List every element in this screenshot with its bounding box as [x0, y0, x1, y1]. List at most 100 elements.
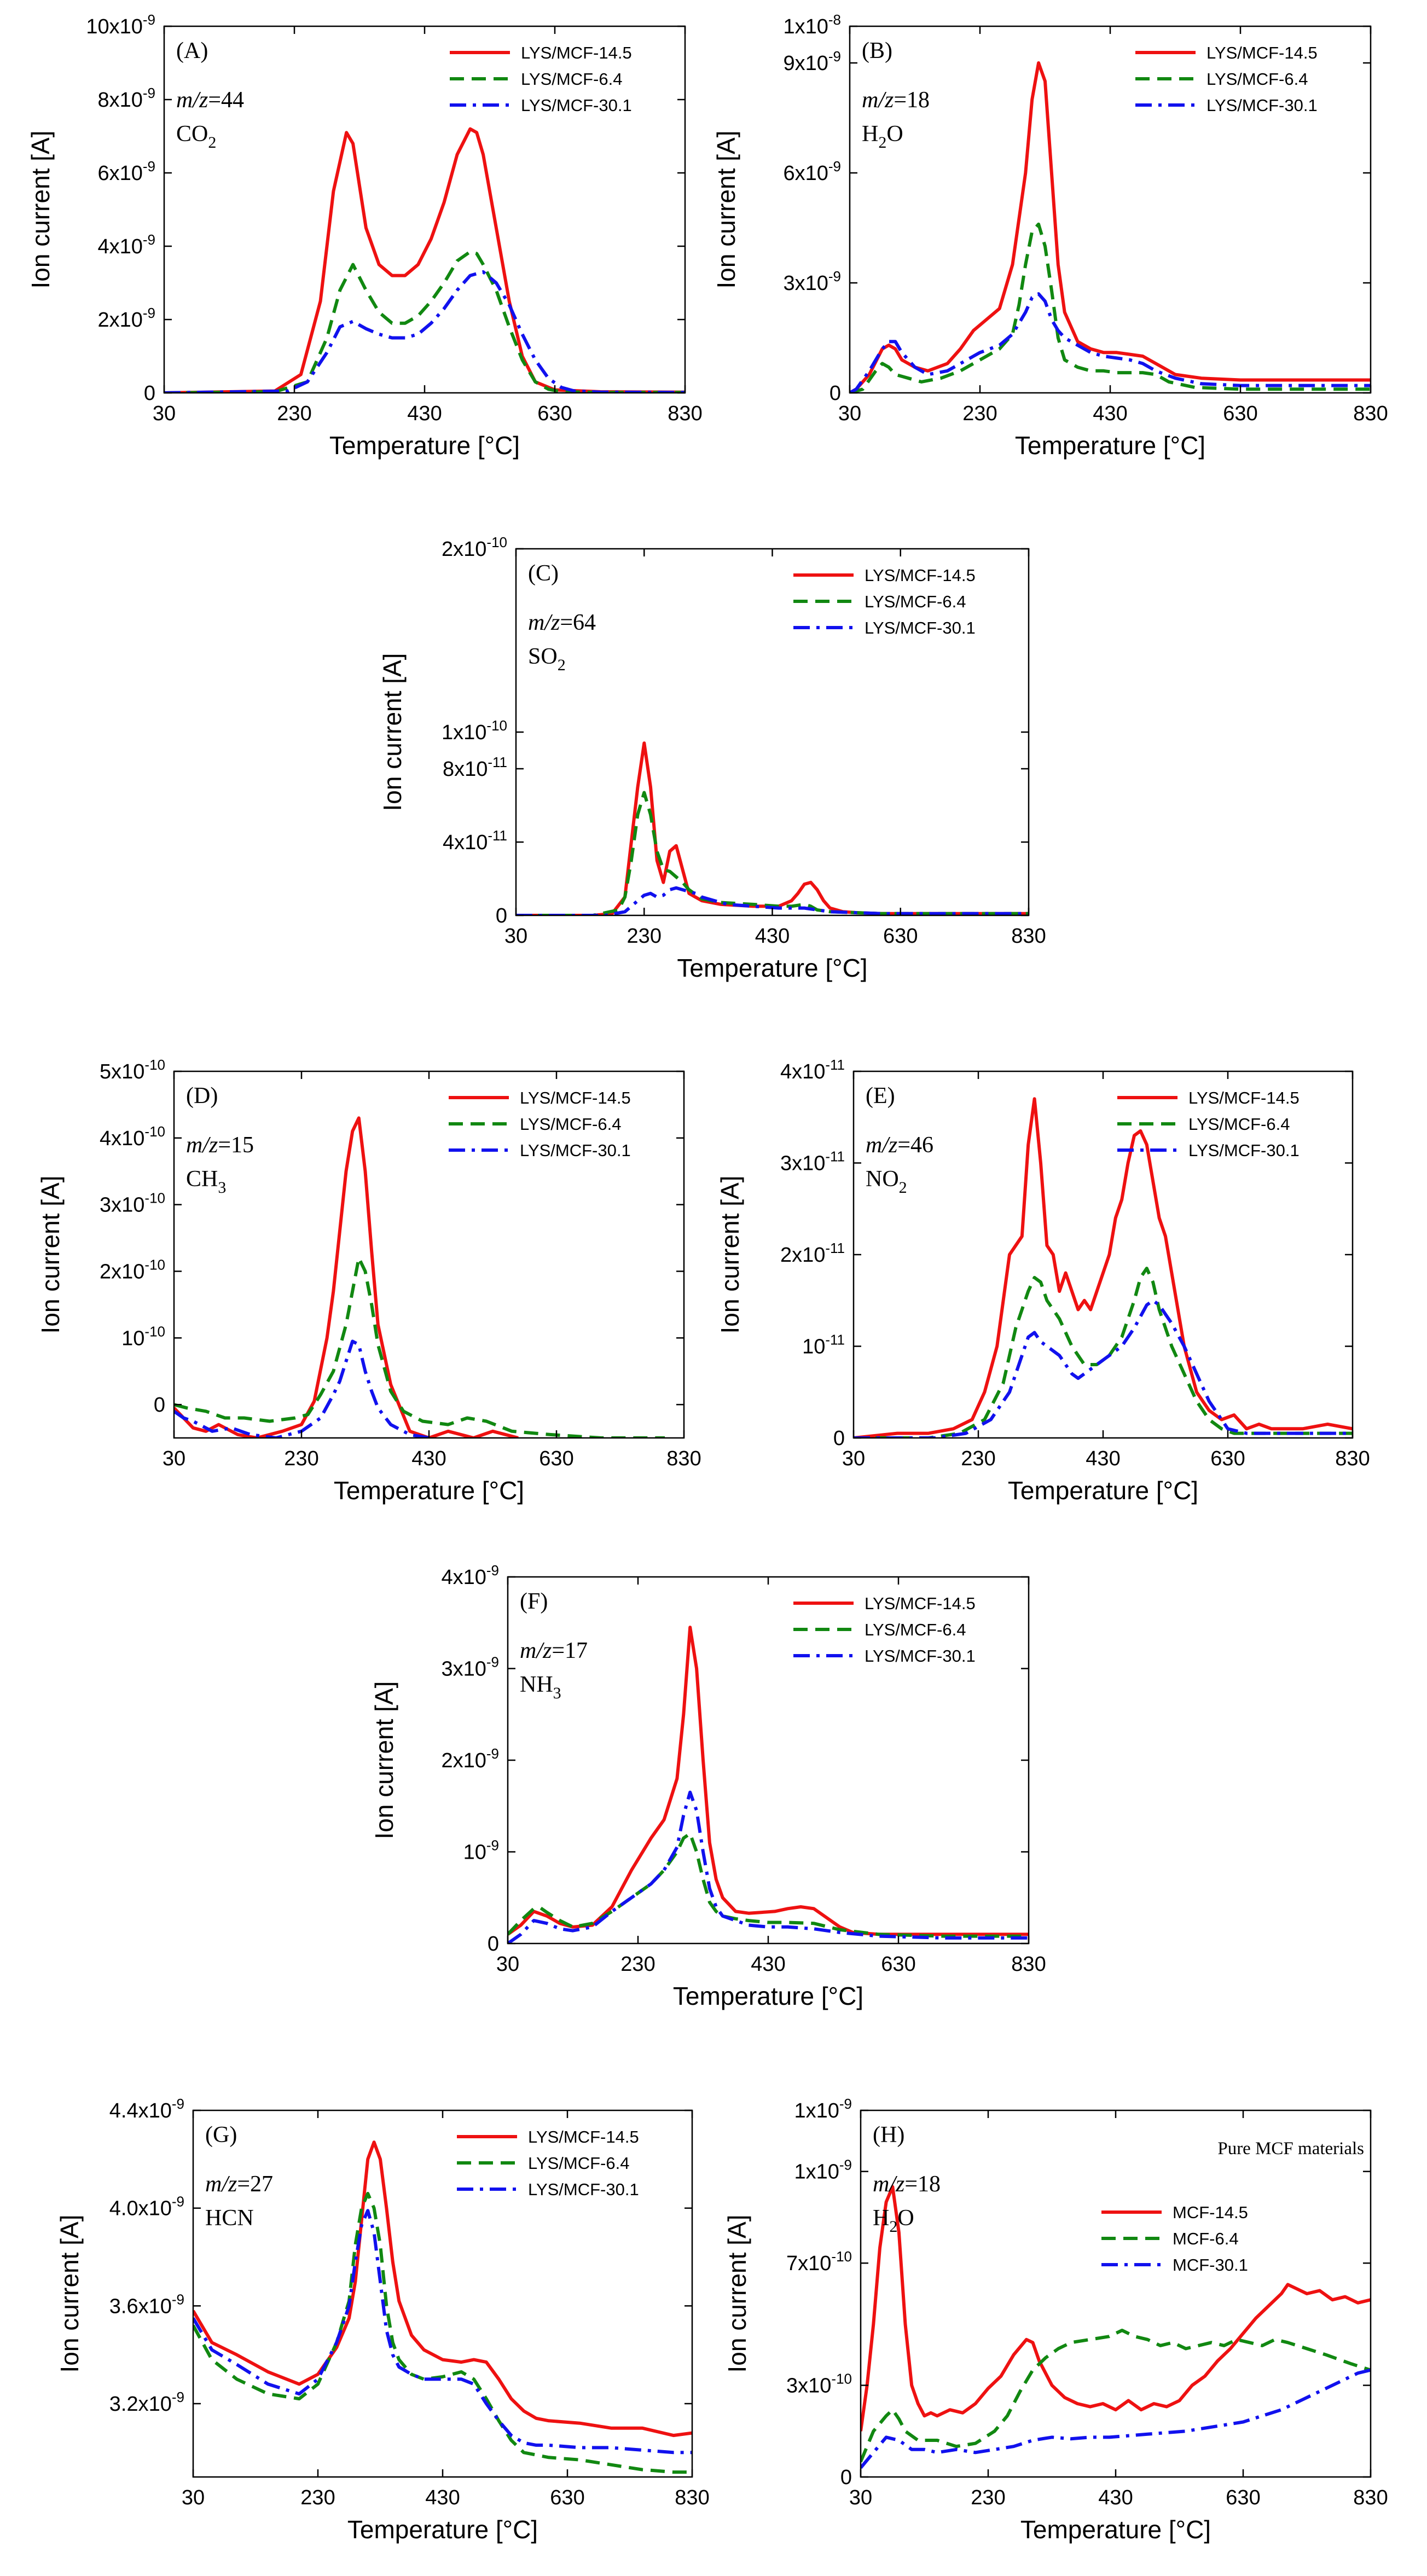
- x-tick-label: 430: [1093, 402, 1127, 425]
- series-group: [174, 1116, 665, 1438]
- series-line-lys-mcf-6-4: [508, 1832, 1029, 1938]
- y-tick-label: 7x10-10: [786, 2248, 852, 2275]
- legend-label: LYS/MCF-14.5: [1206, 43, 1318, 62]
- x-axis-title: Temperature [°C]: [673, 1982, 863, 2010]
- x-tick-label: 630: [1223, 402, 1257, 425]
- panel-label: (D): [186, 1083, 218, 1109]
- x-tick-label: 430: [751, 1953, 785, 1976]
- x-tick-label: 830: [1353, 402, 1388, 425]
- series-line-lys-mcf-30-1: [193, 2209, 692, 2455]
- y-tick-label: 5x10-10: [100, 1057, 165, 1083]
- x-tick-label: 30: [838, 402, 861, 425]
- mz-label: m/z=44: [176, 88, 244, 113]
- y-tick-label: 9x10-9: [783, 48, 841, 75]
- series-group: [164, 127, 685, 393]
- panel-c: 30 230 430 630 830 0 4x10-11 8x10-11 1x10-10 2x10…: [378, 534, 1046, 982]
- panel-label: (C): [528, 561, 559, 586]
- mz-label: m/z=15: [186, 1133, 254, 1158]
- x-tick-label: 430: [411, 1447, 446, 1470]
- panel-label: (A): [176, 38, 208, 63]
- panel-b: 30 230 430 630 830 0 3x10-9 6x10-9 9x10-9 1x10-8 T…: [712, 11, 1388, 460]
- species-label: HCN: [205, 2206, 254, 2231]
- y-tick-label: 2x10-9: [97, 305, 155, 332]
- x-tick-label: 30: [182, 2486, 205, 2509]
- mz-label: m/z=64: [528, 610, 596, 635]
- series-line-lys-mcf-6-4: [174, 1256, 665, 1438]
- legend: LYS/MCF-14.5 LYS/MCF-6.4 LYS/MCF-30.1: [450, 43, 632, 115]
- mz-label: m/z=17: [520, 1638, 588, 1663]
- y-axis-title: Ion current [A]: [378, 653, 407, 811]
- panel-label: (B): [862, 38, 892, 63]
- y-tick-label: 6x10-9: [97, 158, 155, 185]
- y-tick-label: 10-10: [121, 1323, 165, 1350]
- x-tick-label: 230: [962, 402, 997, 425]
- legend-label: LYS/MCF-30.1: [528, 2180, 639, 2199]
- legend-label: LYS/MCF-6.4: [865, 592, 966, 611]
- y-tick-label: 8x10-11: [443, 754, 507, 781]
- x-tick-label: 830: [1011, 925, 1046, 948]
- legend-label: LYS/MCF-14.5: [521, 43, 632, 62]
- y-tick-label: 0: [496, 904, 507, 927]
- x-tick-label: 630: [539, 1447, 573, 1470]
- legend-label: LYS/MCF-30.1: [1206, 96, 1318, 115]
- x-tick-label: 630: [883, 925, 918, 948]
- y-tick-label: 0: [488, 1933, 499, 1956]
- x-tick-label: 30: [496, 1953, 519, 1976]
- species-label: CO2: [176, 121, 216, 152]
- legend: LYS/MCF-14.5 LYS/MCF-6.4 LYS/MCF-30.1: [793, 566, 976, 637]
- y-tick-label: 4.0x10-9: [109, 2194, 184, 2220]
- series-group: [861, 2185, 1371, 2469]
- y-tick-label: 3x10-9: [441, 1654, 499, 1681]
- x-tick-label: 830: [668, 402, 702, 425]
- series-line-lys-mcf-6-4: [516, 791, 1029, 915]
- x-tick-label: 430: [755, 925, 790, 948]
- x-tick-label: 630: [550, 2486, 584, 2509]
- mz-label: m/z=18: [873, 2172, 941, 2197]
- panel-label: (E): [866, 1083, 895, 1109]
- series-line-lys-mcf-14-5: [508, 1626, 1029, 1936]
- legend-label: MCF-6.4: [1173, 2229, 1239, 2248]
- y-tick-label: 2x10-10: [442, 534, 507, 561]
- series-line-lys-mcf-30-1: [174, 1339, 430, 1438]
- x-tick-label: 430: [425, 2486, 460, 2509]
- x-tick-label: 30: [153, 402, 176, 425]
- x-tick-label: 230: [627, 925, 662, 948]
- legend-label: LYS/MCF-6.4: [521, 69, 622, 89]
- y-tick-label: 1x10-9: [794, 2096, 852, 2122]
- y-tick-label: 3.2x10-9: [109, 2389, 184, 2416]
- x-tick-label: 230: [620, 1953, 655, 1976]
- legend: MCF-14.5 MCF-6.4 MCF-30.1: [1101, 2203, 1248, 2275]
- x-axis-title: Temperature [°C]: [1020, 2515, 1211, 2544]
- series-line-lys-mcf-6-4: [164, 250, 685, 393]
- y-axis-title: Ion current [A]: [370, 1681, 398, 1840]
- panel-annotation: Pure MCF materials: [1217, 2139, 1364, 2159]
- y-tick-label: 2x10-10: [100, 1256, 165, 1283]
- x-tick-label: 430: [407, 402, 442, 425]
- x-tick-label: 830: [666, 1447, 701, 1470]
- y-tick-label: 4x10-11: [443, 827, 507, 854]
- panel-label: (G): [205, 2122, 237, 2148]
- legend-label: LYS/MCF-30.1: [521, 96, 632, 115]
- legend: LYS/MCF-14.5 LYS/MCF-6.4 LYS/MCF-30.1: [457, 2127, 639, 2199]
- x-axis-title: Temperature [°C]: [1015, 431, 1205, 460]
- y-axis-title: Ion current [A]: [716, 1176, 744, 1334]
- y-tick-label: 3x10-10: [100, 1190, 165, 1217]
- series-line-mcf-14-5: [861, 2185, 1371, 2432]
- mz-label: m/z=27: [205, 2172, 273, 2197]
- series-line-lys-mcf-6-4: [850, 222, 1371, 393]
- legend: LYS/MCF-14.5 LYS/MCF-6.4 LYS/MCF-30.1: [449, 1088, 631, 1160]
- y-axis-title: Ion current [A]: [712, 131, 740, 289]
- y-axis-title: Ion current [A]: [55, 2215, 84, 2373]
- x-tick-label: 230: [971, 2486, 1005, 2509]
- series-line-lys-mcf-6-4: [854, 1267, 1353, 1438]
- y-tick-label: 0: [829, 382, 841, 405]
- legend-label: LYS/MCF-14.5: [1188, 1088, 1300, 1107]
- y-tick-label: 8x10-9: [97, 85, 155, 112]
- series-line-lys-mcf-6-4: [193, 2191, 692, 2474]
- x-tick-label: 30: [504, 925, 527, 948]
- series-line-lys-mcf-30-1: [164, 270, 685, 393]
- y-tick-label: 0: [833, 1427, 845, 1450]
- y-tick-label: 3x10-9: [783, 268, 841, 295]
- x-tick-label: 430: [1086, 1447, 1120, 1470]
- x-tick-label: 430: [1098, 2486, 1133, 2509]
